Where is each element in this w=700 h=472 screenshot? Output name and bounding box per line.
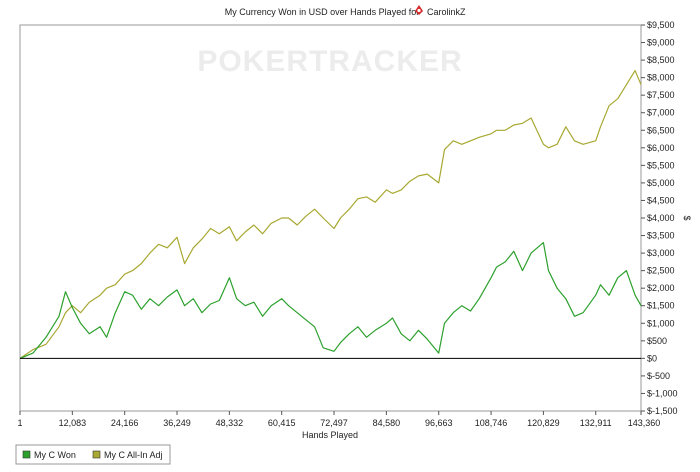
x-tick-label: 60,415 xyxy=(268,418,296,428)
x-tick-label: 48,332 xyxy=(216,418,244,428)
y-axis: $9,500 $9,000 $8,500 $8,000 $7,500 $7,000 $6,5… xyxy=(641,20,678,416)
y-tick-label: $500 xyxy=(647,336,667,346)
watermark-text: POKERTRACKER xyxy=(197,45,462,78)
chart-title-player: CarolinkZ xyxy=(427,7,466,17)
y-tick-label: $8,000 xyxy=(647,73,675,83)
legend-swatch xyxy=(22,450,31,459)
x-tick-label: 84,580 xyxy=(373,418,401,428)
x-tick-label: 108,746 xyxy=(475,418,508,428)
x-tick-label: 96,663 xyxy=(425,418,453,428)
y-tick-label: $6,500 xyxy=(647,125,675,135)
y-tick-label: $3,500 xyxy=(647,231,675,241)
x-tick-label: 24,166 xyxy=(111,418,139,428)
y-tick-label: $-1,000 xyxy=(647,388,678,398)
y-tick-label: $2,500 xyxy=(647,266,675,276)
y-tick-label: $9,500 xyxy=(647,20,675,30)
legend-label: My C Won xyxy=(34,450,76,460)
x-axis-title: Hands Played xyxy=(302,430,358,440)
y-tick-label: $2,000 xyxy=(647,283,675,293)
pokertracker-logo-icon xyxy=(415,5,423,15)
x-tick-label: 143,360 xyxy=(628,418,661,428)
y-tick-label: $6,000 xyxy=(647,143,675,153)
y-tick-label: $3,000 xyxy=(647,248,675,258)
x-tick-label: 12,083 xyxy=(59,418,87,428)
y-tick-label: $4,000 xyxy=(647,213,675,223)
chart-title: My Currency Won in USD over Hands Played… xyxy=(225,5,466,17)
y-tick-label: $4,500 xyxy=(647,195,675,205)
x-tick-label: 120,829 xyxy=(527,418,560,428)
x-tick-label: 1 xyxy=(17,418,22,428)
y-tick-label: $5,000 xyxy=(647,178,675,188)
y-tick-label: $0 xyxy=(647,353,657,363)
chart-title-text: My Currency Won in USD over Hands Played… xyxy=(225,7,419,17)
x-tick-label: 132,911 xyxy=(580,418,612,428)
x-tick-label: 36,249 xyxy=(163,418,191,428)
series-lines xyxy=(19,69,642,359)
y-tick-label: $1,000 xyxy=(647,318,675,328)
legend-entries: My C Won My C All-In Adj xyxy=(22,450,163,460)
y-tick-label: $-1,500 xyxy=(647,406,678,416)
y-tick-label: $8,500 xyxy=(647,55,675,65)
y-axis-title: $ xyxy=(682,215,692,220)
x-axis: 1 12,083 24,166 36,249 48,332 60,415 72,497 84,… xyxy=(17,411,660,428)
y-tick-label: $7,500 xyxy=(647,90,675,100)
series-line-my-c-won xyxy=(19,242,642,359)
legend-label: My C All-In Adj xyxy=(104,450,163,460)
y-tick-label: $-500 xyxy=(647,371,670,381)
y-tick-label: $1,500 xyxy=(647,301,675,311)
x-tick-label: 72,497 xyxy=(320,418,348,428)
y-tick-label: $9,000 xyxy=(647,38,675,48)
series-line-my-c-all-in-adj xyxy=(19,69,642,359)
legend: My C Won My C All-In Adj xyxy=(15,444,171,465)
y-tick-label: $5,500 xyxy=(647,160,675,170)
y-tick-label: $7,000 xyxy=(647,108,675,118)
legend-swatch xyxy=(92,450,101,459)
